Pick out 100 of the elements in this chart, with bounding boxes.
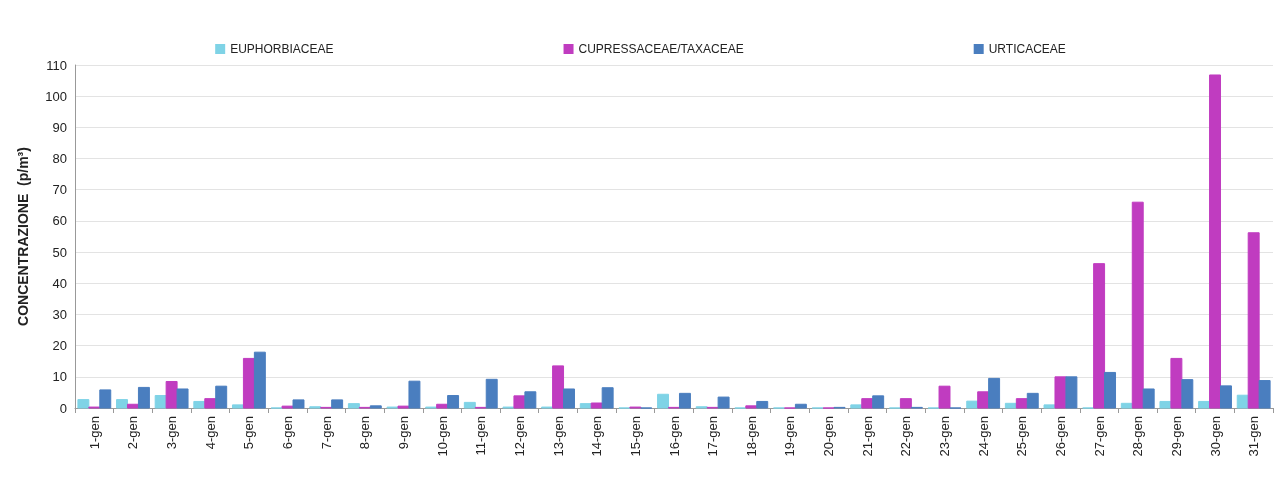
legend-label: CUPRESSACEAE/TAXACEAE: [578, 42, 744, 56]
bar: [77, 399, 90, 409]
bar: [1142, 388, 1155, 409]
bar: [938, 385, 951, 409]
x-tick-label: 15-gen: [627, 416, 643, 457]
bar: [717, 396, 730, 409]
x-tick-label: 9-gen: [395, 416, 411, 450]
bar: [1015, 398, 1028, 409]
bar: [1131, 201, 1144, 409]
y-axis-title: CONCENTRAZIONE (p/m³): [15, 147, 31, 326]
bar: [347, 403, 360, 409]
bar: [1170, 357, 1183, 409]
x-tick-label: 25-gen: [1014, 416, 1030, 457]
bar: [463, 401, 476, 409]
bar: [242, 357, 255, 409]
bar: [563, 388, 575, 409]
bar: [850, 404, 863, 409]
y-tick-label: 70: [52, 182, 67, 198]
bar: [126, 403, 139, 409]
bar: [204, 398, 217, 409]
bar: [1181, 379, 1194, 409]
bar: [861, 398, 874, 409]
y-tick-label: 90: [52, 119, 67, 135]
y-tick-label: 30: [52, 306, 67, 322]
bar: [1120, 402, 1133, 409]
bar: [231, 404, 244, 409]
bar: [590, 402, 603, 409]
bar: [1220, 385, 1232, 409]
bar: [657, 393, 670, 409]
y-tick-label: 0: [59, 400, 67, 416]
bar: [1159, 400, 1172, 409]
bar: [524, 391, 537, 409]
bar: [447, 395, 460, 409]
legend-label: URTICACEAE: [988, 42, 1066, 56]
bar: [977, 391, 990, 409]
x-tick-label: 3-gen: [164, 416, 180, 450]
bar: [215, 385, 228, 409]
bar: [1247, 232, 1260, 409]
bar: [678, 392, 691, 409]
bar: [1054, 376, 1067, 409]
bar: [1093, 263, 1106, 409]
x-tick-label: 10-gen: [434, 416, 450, 457]
x-tick-label: 18-gen: [743, 416, 759, 457]
x-tick-label: 1-gen: [86, 416, 102, 450]
x-tick-label: 16-gen: [666, 416, 682, 457]
x-tick-label: 19-gen: [782, 416, 798, 457]
bar: [369, 405, 382, 409]
x-tick-label: 26-gen: [1052, 416, 1068, 457]
bar: [193, 400, 206, 409]
legend-label: EUPHORBIACEAE: [230, 42, 334, 56]
bar: [1026, 392, 1039, 409]
bar: [794, 403, 807, 409]
bar: [1209, 74, 1222, 409]
y-tick-label: 110: [46, 57, 67, 73]
y-tick-label: 80: [52, 151, 67, 167]
x-tick-label: 11-gen: [473, 416, 489, 456]
bar: [872, 395, 885, 409]
bar: [408, 380, 421, 409]
bar: [745, 405, 758, 409]
x-tick-label: 24-gen: [975, 416, 991, 457]
bar: [99, 389, 112, 409]
bar: [176, 388, 189, 409]
bar: [1198, 400, 1211, 409]
bar: [1258, 380, 1271, 409]
x-tick-label: 6-gen: [280, 416, 296, 450]
bar: [988, 377, 1001, 409]
bar: [253, 351, 266, 409]
y-tick-label: 60: [52, 213, 67, 229]
bar: [1065, 376, 1078, 409]
bar: [331, 399, 344, 409]
x-tick-label: 21-gen: [859, 416, 875, 457]
x-tick-label: 27-gen: [1091, 416, 1107, 457]
x-tick-label: 28-gen: [1130, 416, 1146, 457]
bar: [485, 378, 498, 409]
x-tick-label: 23-gen: [937, 416, 953, 457]
bar: [137, 386, 150, 409]
y-tick-label: 50: [52, 244, 67, 260]
bar: [165, 381, 178, 409]
bar: [116, 399, 128, 409]
bar: [292, 399, 305, 409]
bar: [899, 398, 912, 409]
y-tick-label: 10: [52, 369, 67, 385]
x-tick-label: 12-gen: [511, 416, 527, 457]
bar: [1043, 404, 1056, 409]
bar: [513, 395, 526, 409]
y-tick-label: 20: [52, 338, 67, 354]
bar: [1236, 394, 1249, 409]
x-tick-label: 29-gen: [1168, 416, 1184, 457]
x-tick-label: 14-gen: [589, 416, 605, 457]
x-tick-label: 8-gen: [357, 416, 373, 450]
bar: [436, 403, 449, 409]
x-tick-label: 22-gen: [898, 416, 914, 457]
x-tick-label: 17-gen: [705, 416, 721, 457]
x-tick-label: 5-gen: [241, 416, 257, 450]
x-tick-label: 31-gen: [1246, 416, 1262, 457]
bar: [756, 400, 769, 409]
x-tick-label: 13-gen: [550, 416, 566, 457]
y-tick-label: 40: [52, 275, 67, 291]
x-tick-label: 7-gen: [318, 416, 334, 450]
bar: [1004, 402, 1017, 409]
